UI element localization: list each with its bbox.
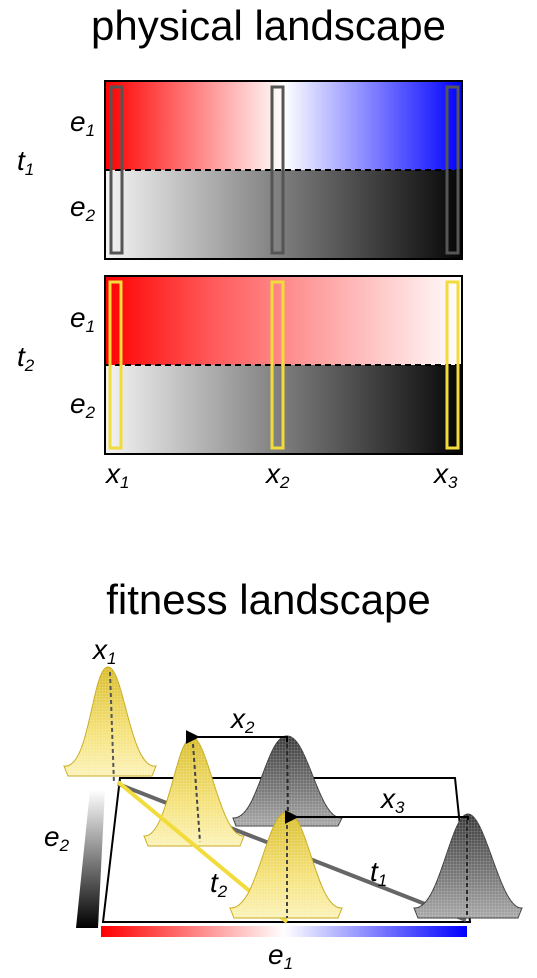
- peak-x1-t2: [63, 666, 157, 777]
- shift-arrow-x2: [185, 730, 288, 744]
- panel-t1-box-x1: [109, 85, 124, 255]
- peak-x2-t1-stem: [286, 743, 289, 819]
- panel-t1-e1-label: e1: [70, 106, 95, 140]
- panel-t1-time-label: t1: [17, 145, 34, 179]
- axis-label-e2: e2: [44, 821, 70, 855]
- panel-t2: [104, 275, 463, 455]
- axis-label-e1: e1: [268, 939, 293, 973]
- fitness-plane: [101, 777, 472, 923]
- peak-x2-t2-stem: [192, 743, 201, 843]
- peak-label-x1: x1: [91, 634, 116, 668]
- peak-label-x3: x3: [379, 783, 405, 817]
- panel-t2-time-label: t2: [17, 341, 35, 375]
- peak-x1-stem: [109, 671, 115, 785]
- panel-t1-box-x2: [270, 85, 285, 255]
- panel-t1: [104, 80, 463, 260]
- e2-color-bar: [76, 790, 105, 928]
- location-label-x1: x1: [104, 458, 129, 492]
- panel-t2-box-x2: [270, 280, 285, 450]
- panel-t2-box-x1: [108, 280, 123, 450]
- peak-label-x2: x2: [229, 703, 255, 737]
- e1-color-bar: [101, 926, 467, 937]
- panel-t2-box-x3: [445, 280, 460, 450]
- physical-landscape-title: physical landscape: [91, 2, 446, 49]
- fitness-landscape-title: fitness landscape: [106, 576, 431, 623]
- location-label-x3: x3: [432, 458, 458, 492]
- trajectory-label-t2: t2: [210, 867, 228, 901]
- panel-t2-e1-label: e1: [70, 302, 95, 336]
- location-label-x2: x2: [264, 458, 290, 492]
- panel-t1-e2-label: e2: [70, 191, 96, 225]
- shift-arrow-x3: [284, 810, 469, 824]
- panel-t1-box-x3: [445, 85, 460, 255]
- trajectory-label-t1: t1: [370, 856, 387, 890]
- panel-t2-e2-label: e2: [70, 388, 96, 422]
